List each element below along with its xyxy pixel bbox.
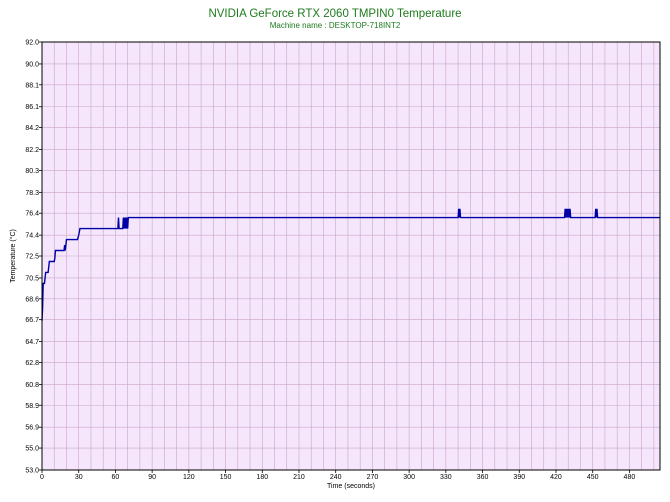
x-tick-label: 450	[587, 474, 599, 481]
y-tick-label: 62.8	[25, 360, 39, 367]
y-tick-label: 86.1	[25, 104, 39, 111]
grid-lines	[42, 42, 660, 470]
y-axis-label: Temperature (°C)	[9, 229, 17, 283]
y-tick-label: 74.4	[25, 233, 39, 240]
y-tick-label: 82.2	[25, 147, 39, 154]
y-tick-label: 68.6	[25, 296, 39, 303]
series-layer	[41, 208, 660, 321]
y-tick-label: 76.4	[25, 211, 39, 218]
x-tick-label: 270	[367, 474, 379, 481]
y-tick-label: 72.5	[25, 254, 39, 261]
y-tick-label: 64.7	[25, 339, 39, 346]
x-tick-label: 390	[513, 474, 525, 481]
x-tick-label: 150	[220, 474, 232, 481]
y-tick-label: 80.3	[25, 168, 39, 175]
y-tick-label: 58.9	[25, 403, 39, 410]
x-tick-label: 480	[624, 474, 636, 481]
y-tick-label: 55.0	[25, 446, 39, 453]
x-tick-label: 120	[183, 474, 195, 481]
chart-subtitle: Machine name : DESKTOP-718INT2	[270, 21, 401, 30]
x-tick-label: 240	[330, 474, 342, 481]
y-tick-label: 66.7	[25, 317, 39, 324]
x-axis-ticks: 0 30 60 90 120 150 180 210 240 270 300 330 360 390 420…	[40, 470, 635, 481]
y-tick-label: 53.0	[25, 468, 39, 475]
y-tick-label: 92.0	[25, 40, 39, 47]
x-tick-label: 420	[550, 474, 562, 481]
y-tick-label: 60.8	[25, 382, 39, 389]
y-tick-label: 78.3	[25, 190, 39, 197]
x-tick-label: 300	[403, 474, 415, 481]
x-tick-label: 210	[293, 474, 305, 481]
y-tick-label: 88.1	[25, 82, 39, 89]
x-tick-label: 180	[256, 474, 268, 481]
x-tick-label: 60	[112, 474, 120, 481]
x-tick-label: 360	[477, 474, 489, 481]
chart-title: NVIDIA GeForce RTX 2060 TMPIN0 Temperatu…	[208, 8, 461, 20]
y-tick-label: 56.9	[25, 425, 39, 432]
y-tick-label: 90.0	[25, 61, 39, 68]
y-tick-label: 84.2	[25, 125, 39, 132]
x-axis-label: Time (seconds)	[327, 483, 375, 490]
y-axis-ticks: 53.0 55.0 56.9 58.9 60.8 62.8 64.7 66.7 68.6 70.5…	[25, 40, 42, 475]
x-tick-label: 90	[148, 474, 156, 481]
temperature-series-line	[41, 208, 660, 321]
y-tick-label: 70.5	[25, 275, 39, 282]
x-tick-label: 330	[440, 474, 452, 481]
x-tick-label: 0	[40, 474, 44, 481]
x-tick-label: 30	[75, 474, 83, 481]
